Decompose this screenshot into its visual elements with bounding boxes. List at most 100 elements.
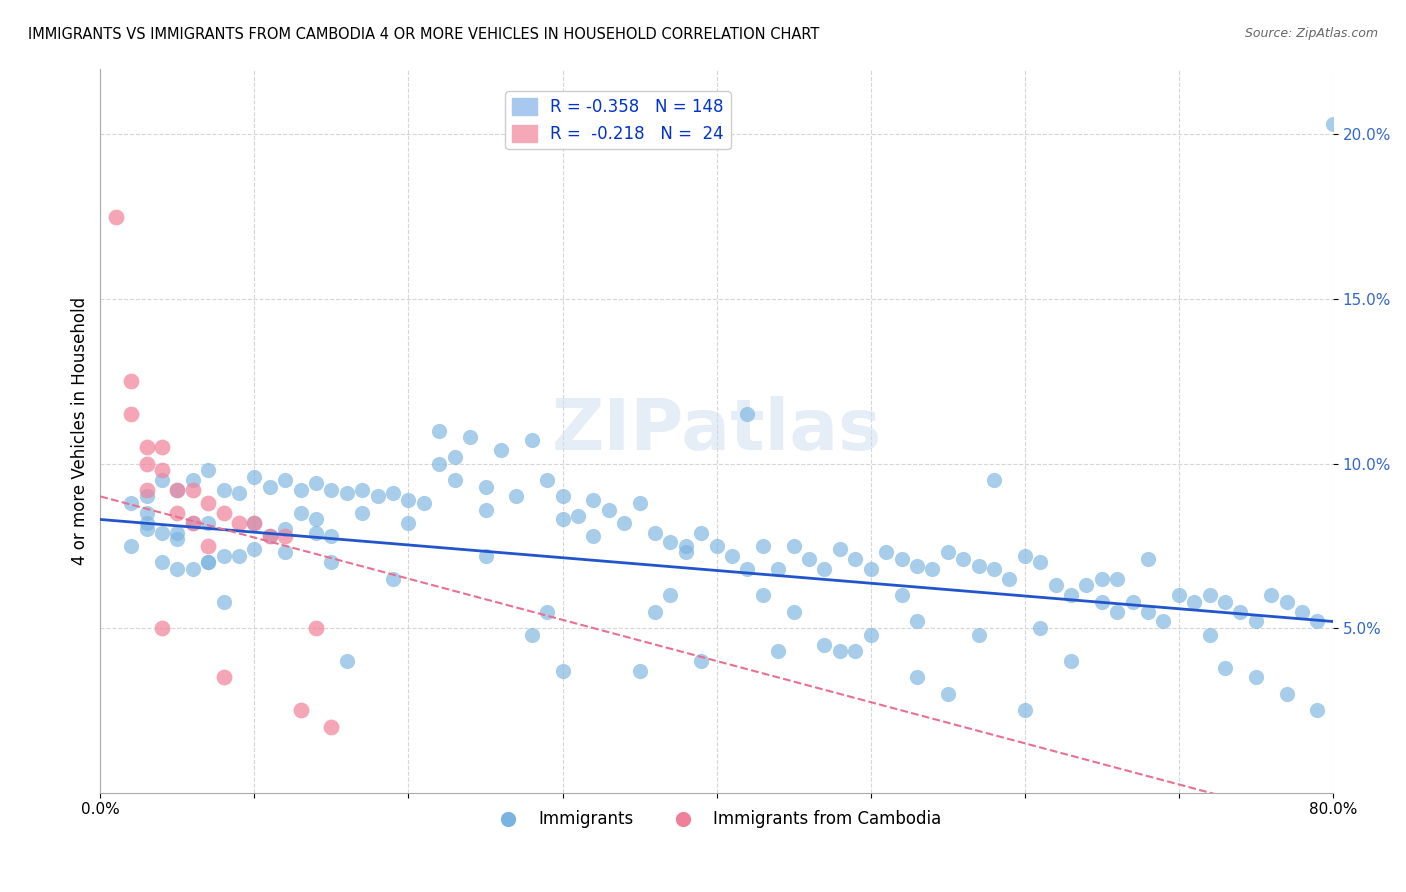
Point — [228, 516, 250, 530]
Point — [382, 572, 405, 586]
Point — [150, 463, 173, 477]
Point — [243, 516, 266, 530]
Point — [1275, 687, 1298, 701]
Point — [1014, 549, 1036, 563]
Point — [998, 572, 1021, 586]
Point — [1167, 588, 1189, 602]
Point — [1198, 588, 1220, 602]
Point — [859, 562, 882, 576]
Point — [181, 516, 204, 530]
Point — [890, 588, 912, 602]
Point — [135, 516, 157, 530]
Point — [150, 473, 173, 487]
Point — [551, 490, 574, 504]
Point — [274, 473, 297, 487]
Point — [489, 443, 512, 458]
Point — [520, 434, 543, 448]
Point — [1137, 605, 1160, 619]
Legend: Immigrants, Immigrants from Cambodia: Immigrants, Immigrants from Cambodia — [485, 804, 949, 835]
Point — [243, 469, 266, 483]
Point — [212, 670, 235, 684]
Point — [1076, 578, 1098, 592]
Point — [1107, 605, 1129, 619]
Point — [398, 492, 420, 507]
Point — [659, 588, 682, 602]
Point — [598, 502, 620, 516]
Point — [1291, 605, 1313, 619]
Point — [967, 558, 990, 573]
Point — [551, 664, 574, 678]
Point — [1091, 595, 1114, 609]
Point — [905, 670, 928, 684]
Point — [212, 549, 235, 563]
Point — [321, 555, 343, 569]
Point — [1275, 595, 1298, 609]
Text: ZIPatlas: ZIPatlas — [551, 396, 882, 465]
Point — [243, 516, 266, 530]
Point — [120, 539, 142, 553]
Point — [828, 644, 851, 658]
Point — [706, 539, 728, 553]
Point — [582, 492, 605, 507]
Point — [768, 644, 790, 658]
Point — [936, 687, 959, 701]
Point — [551, 512, 574, 526]
Point — [305, 525, 328, 540]
Point — [321, 529, 343, 543]
Point — [135, 506, 157, 520]
Point — [628, 496, 651, 510]
Point — [582, 529, 605, 543]
Point — [321, 720, 343, 734]
Point — [737, 407, 759, 421]
Point — [1244, 670, 1267, 684]
Point — [443, 473, 465, 487]
Point — [290, 506, 312, 520]
Point — [290, 483, 312, 497]
Point — [166, 483, 188, 497]
Point — [197, 555, 219, 569]
Point — [1244, 615, 1267, 629]
Point — [567, 509, 589, 524]
Point — [382, 486, 405, 500]
Point — [1322, 118, 1344, 132]
Point — [1137, 552, 1160, 566]
Point — [905, 615, 928, 629]
Point — [844, 552, 866, 566]
Point — [197, 496, 219, 510]
Point — [181, 483, 204, 497]
Point — [675, 539, 697, 553]
Point — [1029, 621, 1052, 635]
Point — [305, 621, 328, 635]
Point — [967, 628, 990, 642]
Point — [536, 473, 558, 487]
Point — [367, 490, 389, 504]
Point — [659, 535, 682, 549]
Point — [212, 506, 235, 520]
Point — [228, 486, 250, 500]
Point — [1306, 615, 1329, 629]
Point — [352, 506, 374, 520]
Point — [828, 542, 851, 557]
Point — [1260, 588, 1282, 602]
Point — [259, 529, 281, 543]
Point — [628, 664, 651, 678]
Point — [1014, 703, 1036, 717]
Point — [1213, 595, 1236, 609]
Point — [690, 525, 713, 540]
Point — [412, 496, 434, 510]
Point — [135, 483, 157, 497]
Point — [120, 407, 142, 421]
Point — [197, 463, 219, 477]
Point — [690, 654, 713, 668]
Point — [1213, 660, 1236, 674]
Point — [135, 457, 157, 471]
Point — [150, 440, 173, 454]
Point — [983, 473, 1005, 487]
Point — [536, 605, 558, 619]
Point — [166, 506, 188, 520]
Point — [844, 644, 866, 658]
Point — [1122, 595, 1144, 609]
Point — [181, 473, 204, 487]
Point — [212, 483, 235, 497]
Point — [675, 545, 697, 559]
